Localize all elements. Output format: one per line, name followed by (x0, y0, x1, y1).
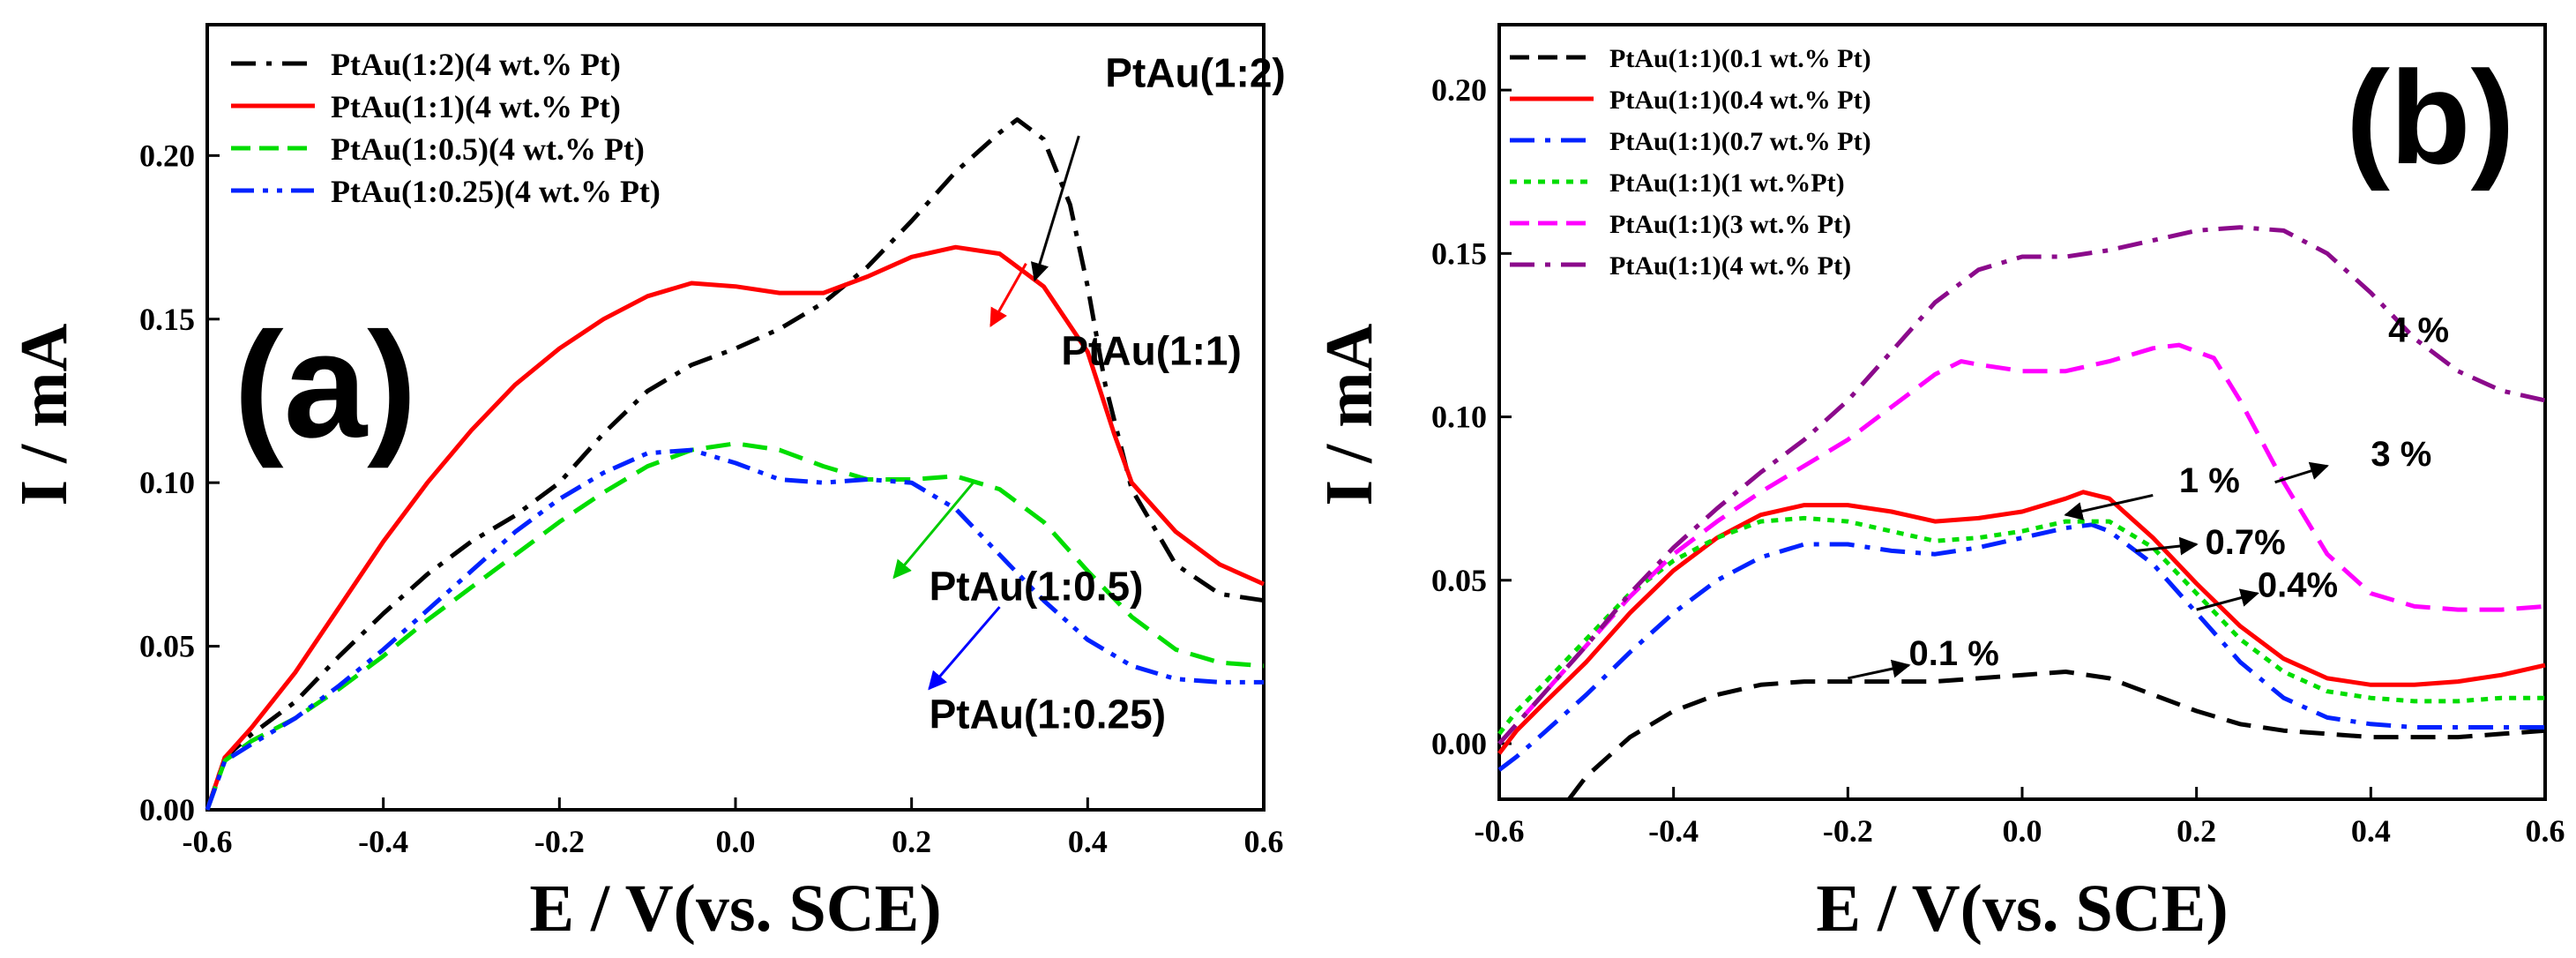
panel-a-series-line-1 (205, 244, 1266, 811)
panel-a-x-tick-label: -0.6 (183, 824, 233, 859)
panel-a-label: (a) (234, 302, 417, 469)
panel-b-y-tick-label: 0.00 (1431, 726, 1487, 761)
panel-b-legend-label-3: PtAu(1:1)(1 wt.%Pt) (1609, 168, 1845, 198)
panel-b-series-line-4 (1497, 342, 2546, 745)
panel-b-chart: -0.6 -0.4 -0.2 0.0 0.2 0.4 0.6 0.00 0.05 0.10 0.15… (1312, 23, 2565, 946)
panel-b-x-tick-label: -0.4 (1648, 813, 1699, 849)
panel-b-y-axis-title: I / mA (1312, 323, 1386, 505)
panel-b-x-tick-label: 0.4 (2351, 813, 2391, 849)
panel-b-annotation-arrow-3 (2135, 536, 2199, 556)
panel-b-x-tick-label: 0.2 (2177, 813, 2216, 849)
panel-a-annotation-label-0: PtAu(1:2) (1105, 49, 1285, 95)
panel-b-annotation-arrow-2 (2064, 494, 2154, 520)
panel-a-x-tick-label: -0.2 (534, 824, 585, 859)
panel-b-series-line-5 (1497, 225, 2546, 745)
panel-a-legend-label-1: PtAu(1:1)(4 wt.% Pt) (331, 89, 621, 124)
panel-b-annotation-label-0: 4 % (2388, 311, 2449, 349)
panel-a-series-line-3 (205, 447, 1264, 811)
panel-b-legend-label-2: PtAu(1:1)(0.7 wt.% Pt) (1609, 127, 1871, 156)
panel-a-x-tick-label: -0.4 (358, 824, 408, 859)
panel-a-y-tick-label: 0.20 (139, 138, 195, 173)
panel-b-y-tick-label: 0.20 (1431, 72, 1487, 108)
panel-a-annotation-label-3: PtAu(1:0.25) (930, 691, 1166, 737)
panel-b-legend-label-4: PtAu(1:1)(3 wt.% Pt) (1609, 210, 1851, 239)
panel-b-annotation-label-1: 3 % (2371, 435, 2431, 474)
panel-b-legend-label-1: PtAu(1:1)(0.4 wt.% Pt) (1609, 86, 1871, 115)
panel-a-series-group (205, 117, 1266, 811)
panel-a-y-tick-label: 0.05 (139, 629, 195, 664)
panel-a-ticks: -0.6 -0.4 -0.2 0.0 0.2 0.4 0.6 0.00 0.05 0.10 0.15… (139, 138, 1284, 859)
panel-b-legend: PtAu(1:1)(0.1 wt.% Pt) PtAu(1:1)(0.4 wt.%… (1510, 44, 1871, 281)
panel-a-annotation-arrow-2 (892, 482, 974, 580)
panel-b-x-tick-label: 0.0 (2003, 813, 2042, 849)
panel-b-series-line-1 (1497, 490, 2546, 755)
panel-a-annotation-arrow-0 (1030, 135, 1080, 282)
panel-a-x-tick-label: 0.6 (1244, 824, 1284, 859)
panel-b-annotation-arrow-5 (1848, 659, 1911, 680)
panel-a-annotations: PtAu(1:2) PtAu(1:1) PtAu(1:0.5) PtAu(1:0.25… (892, 49, 1286, 737)
panel-a-y-tick-label: 0.15 (139, 302, 195, 337)
panel-a-series-line-0 (205, 117, 1265, 811)
panel-a-legend: PtAu(1:2)(4 wt.% Pt) PtAu(1:1)(4 wt.% Pt)… (231, 47, 661, 209)
panel-a-legend-label-3: PtAu(1:0.25)(4 wt.% Pt) (331, 174, 661, 209)
panel-b-series-group (1497, 225, 2546, 801)
panel-b-series-line-0 (1567, 670, 2546, 801)
panel-b-annotation-label-2: 1 % (2179, 461, 2240, 500)
panel-b-legend-label-0: PtAu(1:1)(0.1 wt.% Pt) (1609, 44, 1871, 73)
panel-a-y-tick-label: 0.00 (139, 792, 195, 827)
panel-a-annotation-arrow-1 (989, 262, 1027, 327)
panel-b-annotation-label-4: 0.4% (2258, 565, 2338, 604)
panel-a-x-tick-label: 0.4 (1068, 824, 1108, 859)
panel-b-label: (b) (2346, 43, 2515, 191)
panel-b-y-tick-label: 0.15 (1431, 236, 1487, 271)
panel-a-annotation-arrow-3 (928, 606, 1001, 691)
panel-b-annotation-arrow-4 (2196, 588, 2259, 611)
panel-b-y-tick-label: 0.05 (1431, 563, 1487, 598)
panel-b-legend-label-5: PtAu(1:1)(4 wt.% Pt) (1609, 251, 1851, 281)
panel-a-x-tick-label: 0.2 (892, 824, 931, 859)
panel-a-x-axis-title: E / V(vs. SCE) (529, 872, 941, 946)
panel-a-legend-label-2: PtAu(1:0.5)(4 wt.% Pt) (331, 131, 645, 167)
panel-a-y-tick-label: 0.10 (139, 465, 195, 500)
panel-b-annotation-arrow-1 (2274, 461, 2329, 484)
panel-b-x-axis-title: E / V(vs. SCE) (1816, 872, 2228, 946)
panel-a-y-axis-title: I / mA (7, 323, 81, 505)
panel-a-series-line-2 (205, 441, 1265, 811)
panel-b-y-tick-label: 0.10 (1431, 400, 1487, 435)
panel-a-x-tick-label: 0.0 (716, 824, 756, 859)
panel-a-annotation-label-1: PtAu(1:1) (1061, 328, 1241, 374)
panel-b-x-tick-label: -0.6 (1475, 813, 1525, 849)
panel-b-annotation-label-5: 0.1 % (1909, 634, 1999, 673)
panel-a-legend-label-0: PtAu(1:2)(4 wt.% Pt) (331, 47, 621, 82)
panel-a-chart: -0.6 -0.4 -0.2 0.0 0.2 0.4 0.6 0.00 0.05 0.10 0.15… (7, 23, 1286, 946)
panel-b-x-tick-label: -0.2 (1823, 813, 1873, 849)
panel-a-annotation-label-2: PtAu(1:0.5) (930, 564, 1144, 610)
panel-b-ticks: -0.6 -0.4 -0.2 0.0 0.2 0.4 0.6 0.00 0.05 0.10 0.15… (1431, 72, 2565, 849)
panel-b-x-tick-label: 0.6 (2526, 813, 2565, 849)
panel-b-series-line-2 (1497, 522, 2545, 772)
panel-b-annotation-label-3: 0.7% (2206, 523, 2286, 562)
panel-b-annotations: 4 % 3 % 1 % 0.7%0.4% 0.1 % (1848, 311, 2449, 680)
